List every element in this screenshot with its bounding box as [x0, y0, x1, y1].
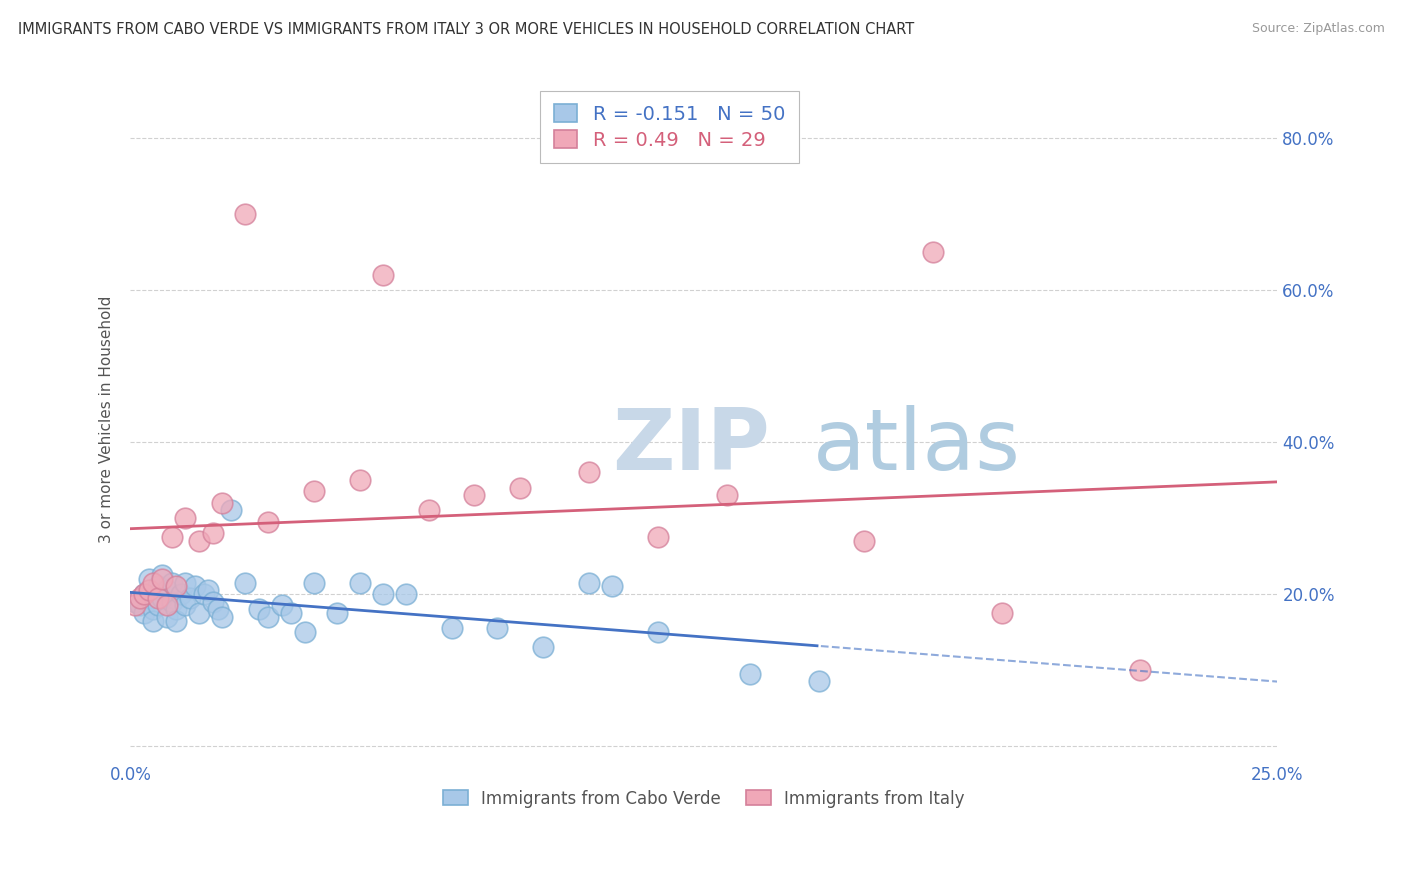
Point: [600, 579, 623, 593]
Point: [371, 268, 394, 282]
Point: [165, 602, 187, 616]
Point: [138, 572, 160, 586]
Point: [207, 602, 229, 616]
Point: [188, 533, 211, 548]
Point: [152, 572, 174, 586]
Text: atlas: atlas: [813, 405, 1021, 488]
Text: ZIP: ZIP: [612, 405, 770, 488]
Point: [349, 473, 371, 487]
Point: [165, 579, 187, 593]
Point: [146, 579, 169, 593]
Point: [270, 599, 292, 613]
Point: [146, 587, 169, 601]
Point: [160, 594, 183, 608]
Point: [578, 575, 600, 590]
Point: [146, 591, 169, 605]
Point: [142, 575, 165, 590]
Point: [179, 591, 201, 605]
Point: [219, 503, 242, 517]
Point: [152, 568, 174, 582]
Point: [128, 599, 150, 613]
Point: [165, 614, 187, 628]
Point: [371, 587, 394, 601]
Point: [152, 591, 174, 605]
Point: [156, 583, 179, 598]
Y-axis label: 3 or more Vehicles in Household: 3 or more Vehicles in Household: [100, 295, 114, 543]
Point: [1129, 663, 1152, 677]
Point: [738, 666, 761, 681]
Point: [156, 609, 179, 624]
Point: [124, 594, 146, 608]
Point: [647, 530, 669, 544]
Point: [853, 533, 876, 548]
Point: [201, 526, 224, 541]
Point: [156, 599, 179, 613]
Point: [124, 599, 146, 613]
Point: [233, 207, 256, 221]
Point: [183, 579, 205, 593]
Point: [463, 488, 485, 502]
Point: [211, 609, 233, 624]
Legend: Immigrants from Cabo Verde, Immigrants from Italy: Immigrants from Cabo Verde, Immigrants f…: [436, 783, 972, 814]
Point: [302, 575, 325, 590]
Point: [991, 606, 1014, 620]
Point: [326, 606, 349, 620]
Point: [174, 599, 197, 613]
Point: [247, 602, 270, 616]
Point: [418, 503, 440, 517]
Point: [174, 511, 197, 525]
Point: [509, 481, 531, 495]
Point: [578, 466, 600, 480]
Point: [197, 583, 219, 598]
Point: [146, 599, 169, 613]
Point: [647, 624, 669, 639]
Point: [132, 587, 155, 601]
Point: [201, 594, 224, 608]
Point: [188, 606, 211, 620]
Point: [174, 575, 197, 590]
Point: [142, 602, 165, 616]
Point: [486, 621, 509, 635]
Point: [132, 587, 155, 601]
Point: [160, 575, 183, 590]
Point: [160, 530, 183, 544]
Point: [294, 624, 316, 639]
Point: [531, 640, 554, 654]
Point: [257, 515, 280, 529]
Point: [233, 575, 256, 590]
Text: IMMIGRANTS FROM CABO VERDE VS IMMIGRANTS FROM ITALY 3 OR MORE VEHICLES IN HOUSEH: IMMIGRANTS FROM CABO VERDE VS IMMIGRANTS…: [18, 22, 914, 37]
Point: [716, 488, 738, 502]
Point: [193, 587, 215, 601]
Point: [138, 591, 160, 605]
Point: [142, 614, 165, 628]
Point: [807, 674, 830, 689]
Point: [394, 587, 416, 601]
Point: [257, 609, 280, 624]
Point: [280, 606, 302, 620]
Point: [170, 587, 193, 601]
Point: [132, 606, 155, 620]
Text: Source: ZipAtlas.com: Source: ZipAtlas.com: [1251, 22, 1385, 36]
Point: [349, 575, 371, 590]
Point: [440, 621, 463, 635]
Point: [922, 245, 945, 260]
Point: [302, 484, 325, 499]
Point: [211, 496, 233, 510]
Point: [138, 583, 160, 598]
Point: [128, 591, 150, 605]
